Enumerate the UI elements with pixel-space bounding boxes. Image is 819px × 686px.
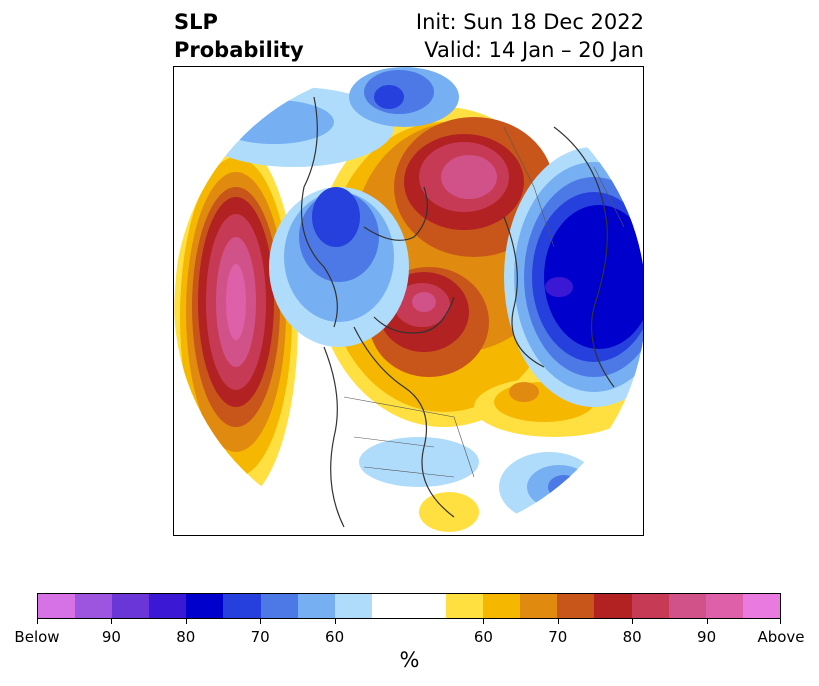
colorbar-tick-label: 70 xyxy=(548,628,568,646)
colorbar-tick-label: 60 xyxy=(325,628,345,646)
colorbar-segment xyxy=(334,594,372,618)
map-title-variable: SLP Probability xyxy=(174,8,304,64)
colorbar-segment xyxy=(186,594,224,618)
colorbar-unit-label: % xyxy=(399,648,420,672)
colorbar-tick xyxy=(706,619,708,624)
colorbar-segment xyxy=(112,594,150,618)
colorbar-segment xyxy=(483,594,521,618)
colorbar-segment xyxy=(557,594,595,618)
colorbar-tick xyxy=(557,619,559,624)
probability-map xyxy=(173,66,644,536)
map-title-dates: Init: Sun 18 Dec 2022 Valid: 14 Jan – 20… xyxy=(416,8,644,64)
border-overlay xyxy=(343,126,625,478)
colorbar-segment xyxy=(149,594,187,618)
colorbar-segment xyxy=(371,594,409,618)
colorbar-segment xyxy=(520,594,558,618)
north-america-low-region xyxy=(359,437,599,522)
colorbar-tick-label: Above xyxy=(757,628,805,646)
colorbar-segment xyxy=(705,594,743,618)
asia-low-region xyxy=(504,147,643,407)
colorbar xyxy=(37,593,781,619)
colorbar-tick xyxy=(632,619,634,624)
colorbar-segment xyxy=(223,594,261,618)
init-date-label: Init: Sun 18 Dec 2022 xyxy=(415,10,644,34)
atlantic-high-region xyxy=(419,492,479,532)
polar-projection-svg xyxy=(174,67,643,532)
colorbar-ticks xyxy=(37,619,781,625)
colorbar-segment xyxy=(668,594,706,618)
pacific-high-region xyxy=(174,142,298,502)
anomaly-shading xyxy=(174,67,643,532)
title-line-type: Probability xyxy=(174,38,304,62)
colorbar-segment xyxy=(408,594,447,618)
colorbar-tick xyxy=(780,619,781,624)
colorbar-tick xyxy=(260,619,262,624)
colorbar-segment xyxy=(75,594,113,618)
colorbar-tick xyxy=(483,619,485,624)
colorbar-segment xyxy=(631,594,669,618)
colorbar-tick-label: 60 xyxy=(473,628,493,646)
colorbar-tick xyxy=(111,619,113,624)
coastline-overlay xyxy=(301,96,615,528)
colorbar-tick-label: 90 xyxy=(697,628,717,646)
valid-range-label: Valid: 14 Jan – 20 Jan xyxy=(424,38,644,62)
colorbar-segment xyxy=(742,594,780,618)
colorbar-tick-label: 90 xyxy=(101,628,121,646)
colorbar-tick-label: 70 xyxy=(250,628,270,646)
colorbar-segment xyxy=(297,594,335,618)
colorbar-tick-label: 80 xyxy=(176,628,196,646)
title-line-variable: SLP xyxy=(174,10,218,34)
colorbar-tick-label: 80 xyxy=(622,628,642,646)
colorbar-tick-label: Below xyxy=(14,628,60,646)
colorbar-tick xyxy=(185,619,187,624)
colorbar-segment xyxy=(446,594,484,618)
colorbar-tick xyxy=(37,619,38,624)
colorbar-segment xyxy=(594,594,632,618)
colorbar-segment xyxy=(38,594,76,618)
colorbar-segment xyxy=(260,594,298,618)
colorbar-tick xyxy=(334,619,336,624)
